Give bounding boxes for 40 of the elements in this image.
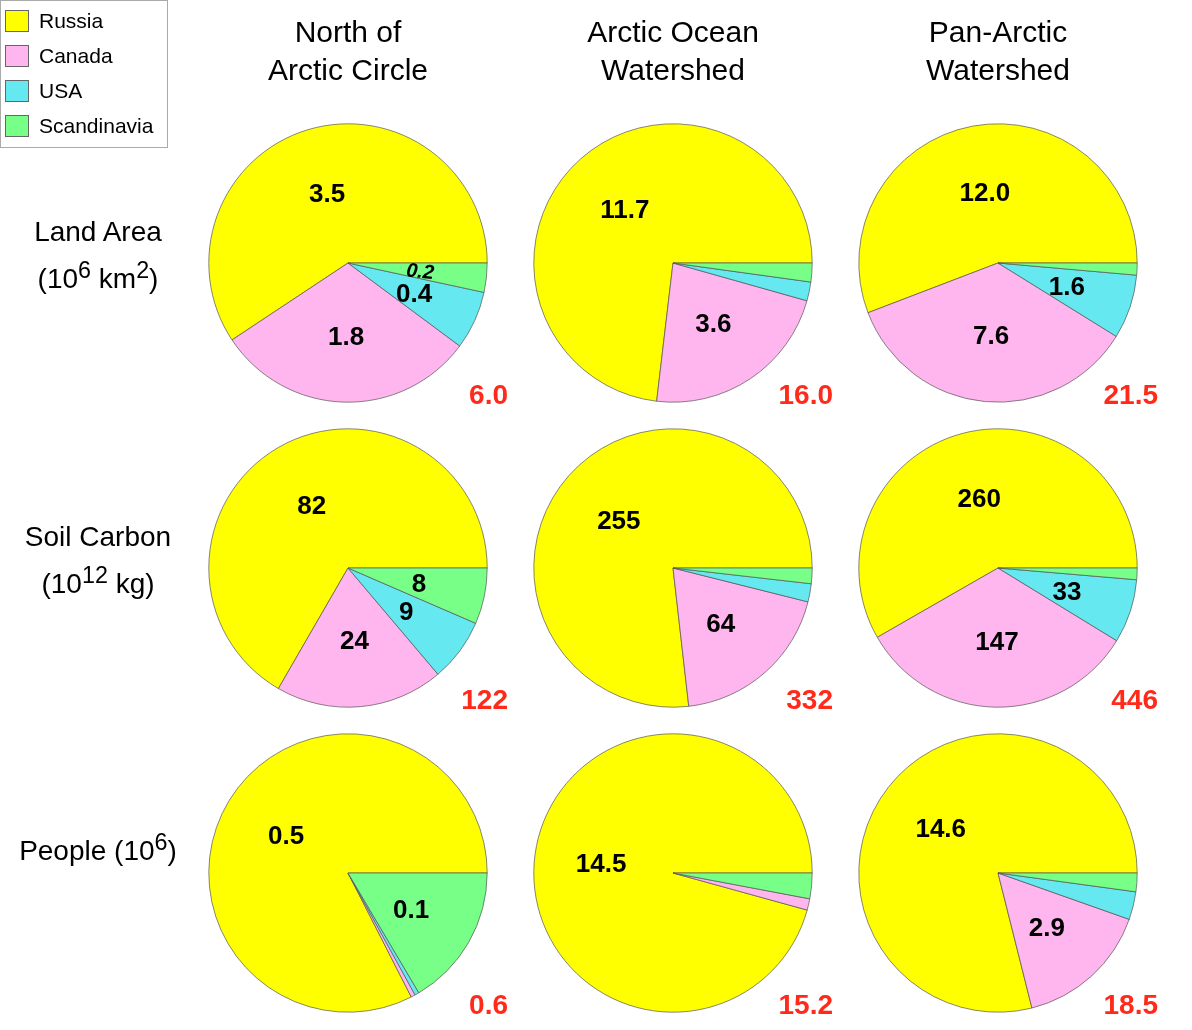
data-label: 3.5 — [308, 178, 346, 209]
data-label: 9 — [399, 596, 414, 627]
data-label: 14.6 — [915, 813, 967, 844]
legend-label: Russia — [39, 8, 104, 33]
data-label: 1.6 — [1048, 270, 1085, 301]
data-label: 260 — [957, 482, 1001, 513]
data-label: 3.6 — [695, 308, 732, 339]
data-label: 147 — [975, 625, 1019, 656]
data-label: 7.6 — [973, 320, 1010, 351]
legend-label: Canada — [39, 43, 113, 68]
data-label: 1.8 — [327, 320, 365, 351]
data-label: 11.7 — [600, 193, 650, 224]
text: Soil Carbon (10$^{12}$ kg) — [23, 520, 173, 602]
text: 21.5 — [1103, 378, 1158, 410]
data-label: 33 — [1052, 575, 1082, 606]
text: Land Area (10$^{6}$ km$^{2}$) — [33, 215, 163, 297]
text: 18.5 — [1103, 988, 1158, 1020]
data-label: 24 — [340, 625, 370, 656]
data-label: 12.0 — [959, 176, 1011, 207]
legend-label: Scandinavia — [39, 113, 154, 138]
data-label: 8 — [411, 567, 427, 598]
data-label: 255 — [597, 504, 641, 535]
data-label: 82 — [297, 490, 327, 521]
data-label: 64 — [706, 607, 736, 638]
text: 122 — [461, 683, 508, 715]
text: 16.0 — [778, 378, 833, 410]
legend-label: USA — [39, 78, 83, 103]
text: North of Arctic Circle — [267, 14, 429, 88]
data-label: 0.1 — [392, 893, 430, 924]
text: 446 — [1111, 683, 1158, 715]
text: People (10$^{6}$) — [18, 828, 178, 869]
text: 0.6 — [469, 988, 509, 1020]
data-label: 0.5 — [268, 820, 305, 851]
chart-title: Pan-Arctic Watershed — [925, 14, 1071, 88]
chart-title: Arctic Ocean Watershed — [586, 14, 760, 88]
text: 15.2 — [778, 988, 833, 1020]
data-label: 2.9 — [1028, 911, 1065, 942]
data-label: 14.5 — [575, 848, 627, 879]
text: 6.0 — [469, 378, 509, 410]
text: 332 — [786, 683, 833, 715]
